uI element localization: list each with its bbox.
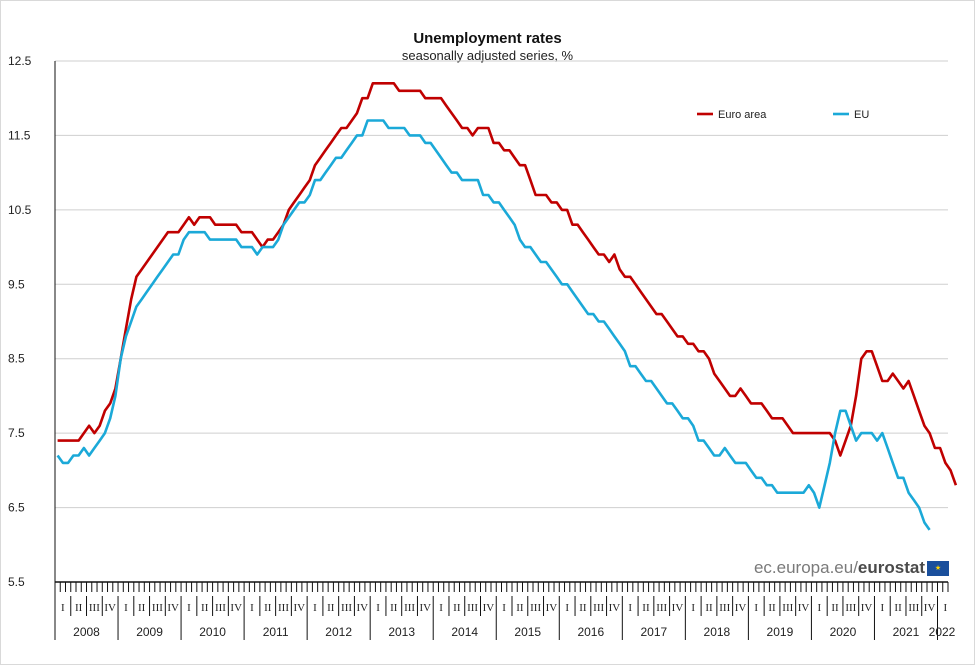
- y-tick-label: 5.5: [8, 575, 25, 589]
- quarter-label: III: [152, 602, 163, 614]
- quarter-label: II: [579, 602, 587, 614]
- quarter-label: II: [390, 602, 398, 614]
- quarter-label: I: [124, 602, 128, 614]
- year-label: 2015: [514, 625, 541, 639]
- legend: Euro area EU: [697, 109, 869, 121]
- year-label: 2016: [577, 625, 604, 639]
- quarter-label: II: [516, 602, 524, 614]
- quarter-label: II: [705, 602, 713, 614]
- y-tick-label: 9.5: [8, 277, 25, 291]
- quarter-label: I: [881, 602, 885, 614]
- year-label: 2019: [767, 625, 794, 639]
- quarter-label: I: [691, 602, 695, 614]
- quarter-label: IV: [672, 602, 684, 614]
- year-label: 2011: [263, 625, 289, 639]
- quarter-label: IV: [356, 602, 368, 614]
- quarter-label: III: [782, 602, 793, 614]
- y-axis-ticks: 12.5 11.5 10.5 9.5 8.5 7.5 6.5 5.5: [8, 54, 32, 589]
- year-label: 2013: [388, 625, 415, 639]
- quarter-label: IV: [230, 602, 242, 614]
- y-tick-label: 8.5: [8, 352, 25, 366]
- y-tick-label: 7.5: [8, 426, 25, 440]
- quarter-label: I: [502, 602, 506, 614]
- y-tick-label: 10.5: [8, 203, 32, 217]
- quarter-label: III: [593, 602, 604, 614]
- year-label: 2008: [73, 625, 100, 639]
- series-line: [57, 82, 958, 486]
- source-credit: ec.europa.eu/eurostat: [754, 558, 925, 578]
- quarter-label: I: [754, 602, 758, 614]
- quarter-label: III: [341, 602, 352, 614]
- year-label: 2021: [893, 625, 920, 639]
- legend-label: Euro area: [718, 109, 767, 121]
- quarter-label: I: [817, 602, 821, 614]
- year-label: 2012: [325, 625, 352, 639]
- source-prefix: ec.europa.eu/: [753, 558, 858, 577]
- quarter-label: I: [376, 602, 380, 614]
- quarter-label: II: [453, 602, 461, 614]
- source-brand: eurostat: [857, 558, 925, 577]
- quarter-label: IV: [546, 602, 558, 614]
- chart-subtitle: seasonally adjusted series, %: [401, 48, 574, 63]
- quarter-label: IV: [293, 602, 305, 614]
- quarter-label: II: [201, 602, 209, 614]
- quarter-label: III: [719, 602, 730, 614]
- series-lines: [56, 82, 958, 531]
- quarter-label: II: [768, 602, 776, 614]
- y-tick-label: 6.5: [8, 501, 25, 515]
- quarter-label: III: [908, 602, 919, 614]
- quarter-label: I: [187, 602, 191, 614]
- quarter-label: II: [831, 602, 839, 614]
- chart-title: Unemployment rates: [413, 30, 562, 47]
- quarter-label: III: [530, 602, 541, 614]
- quarter-label: IV: [483, 602, 495, 614]
- year-label: 2010: [199, 625, 226, 639]
- quarter-label: III: [656, 602, 667, 614]
- quarter-label: II: [264, 602, 272, 614]
- quarter-label: II: [894, 602, 902, 614]
- year-label: 2014: [451, 625, 478, 639]
- y-tick-label: 11.5: [8, 128, 31, 142]
- x-axis: I II III IV I II III IV I II III IV I II III IV I II III IV…: [54, 61, 956, 640]
- quarter-label: I: [313, 602, 317, 614]
- year-label: 2018: [704, 625, 731, 639]
- quarter-label: III: [215, 602, 226, 614]
- quarter-label: IV: [167, 602, 179, 614]
- year-label: 2009: [136, 625, 163, 639]
- quarter-label: III: [278, 602, 289, 614]
- series-line: [56, 119, 931, 531]
- quarter-label: II: [138, 602, 146, 614]
- quarter-label: IV: [924, 602, 936, 614]
- quarter-label: I: [628, 602, 632, 614]
- year-label: 2017: [640, 625, 667, 639]
- y-tick-label: 12.5: [8, 54, 32, 68]
- quarter-label: III: [89, 602, 100, 614]
- quarter-label: I: [250, 602, 254, 614]
- quarter-label: II: [75, 602, 83, 614]
- quarter-label: III: [467, 602, 478, 614]
- quarter-label: I: [565, 602, 569, 614]
- quarter-label: III: [845, 602, 856, 614]
- quarter-label: IV: [104, 602, 116, 614]
- gridlines: [55, 60, 948, 583]
- quarter-label: III: [404, 602, 415, 614]
- quarter-label: IV: [735, 602, 747, 614]
- quarter-label: I: [439, 602, 443, 614]
- year-label: 2022: [929, 625, 956, 639]
- quarter-label: IV: [798, 602, 810, 614]
- quarter-label: I: [61, 602, 65, 614]
- legend-label: EU: [854, 109, 869, 121]
- quarter-label: IV: [609, 602, 621, 614]
- quarter-label: I: [944, 602, 948, 614]
- flag-star: ★: [934, 565, 942, 572]
- quarter-label: IV: [861, 602, 873, 614]
- quarter-label: II: [327, 602, 335, 614]
- year-label: 2020: [830, 625, 857, 639]
- eu-flag-icon: ★: [927, 561, 949, 576]
- quarter-label: IV: [420, 602, 432, 614]
- quarter-label: II: [642, 602, 650, 614]
